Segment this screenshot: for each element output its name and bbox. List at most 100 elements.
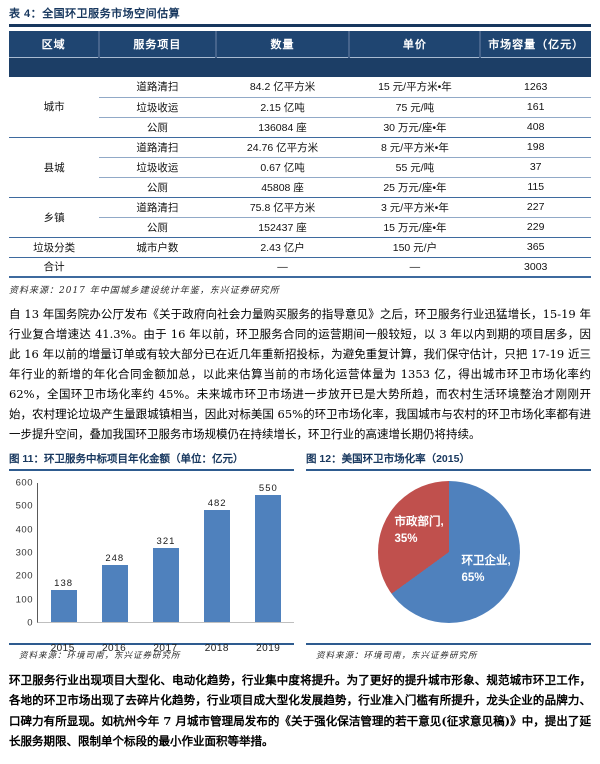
table-cell: 115 (480, 176, 591, 197)
table-row: 城市 道路清扫 84.2 亿平方米 15 元/平方米•年 1263 (9, 77, 591, 114)
bar-chart-inner: 600 500 400 300 200 100 0 138 248 321 482 550 (9, 478, 294, 643)
pie-label-enterprise: 环卫企业, 65% (461, 555, 511, 585)
y-tick-label: 100 (15, 594, 33, 606)
table-cell: 84.2 亿平方米 (249, 81, 316, 94)
col-header-quantity: 数量 (214, 30, 350, 57)
bar (152, 547, 179, 622)
table-cell: 垃圾收运 (99, 156, 216, 177)
col-header-capacity: 市场容量（亿元） (479, 30, 591, 57)
col-header-unit-price: 单价 (348, 30, 481, 57)
bar-y-axis: 600 500 400 300 200 100 0 (11, 478, 37, 629)
table-row: 垃圾收运 0.67 亿吨 55 元/吨 37 (9, 156, 591, 177)
figure-12-bottom-rule (306, 643, 591, 645)
table-cell: 75 元/吨 (349, 96, 481, 117)
bar-value-label: 138 (54, 578, 74, 590)
figure-12: 图 12：美国环卫市场化率（2015） 市政部门, 35% 环卫企业, 65% … (306, 451, 591, 663)
bar (204, 510, 231, 622)
bar-plot-area: 138 248 321 482 550 (37, 483, 294, 623)
table-cell (99, 256, 216, 277)
table-cell: 3 元/平方米•年 (349, 196, 481, 217)
table-cell: 15 元/平方米•年 (378, 81, 452, 94)
x-tick-label: 2015 (50, 643, 75, 654)
table-cell: 公厕 (99, 116, 216, 137)
table-cell: — (349, 256, 481, 277)
header-band-fill (9, 56, 591, 77)
bar-column: 138 (45, 483, 83, 622)
header-band (9, 56, 591, 77)
body-paragraph-2: 环卫服务行业出现项目大型化、电动化趋势，行业集中度将提升。为了更好的提升城市形象… (9, 672, 591, 749)
table-cell: 45808 座 (215, 176, 350, 197)
figure-11-bottom-rule (9, 643, 294, 645)
table-cell: 30 万元/座•年 (349, 116, 481, 137)
table-cell: 0.67 亿吨 (215, 156, 350, 177)
body-paragraph-1: 自 13 年国务院办公厅发布《关于政府向社会力量购买服务的指导意见》之后，环卫服… (9, 307, 591, 441)
col-header-region: 区域 (9, 30, 100, 57)
region-cell: 乡镇 (9, 196, 100, 237)
bar-column: 550 (249, 483, 287, 622)
table-cell: 37 (480, 156, 591, 177)
bar-column: 248 (96, 483, 134, 622)
pie-graphic: 市政部门, 35% 环卫企业, 65% (377, 481, 520, 623)
market-table-body: 城市 道路清扫 84.2 亿平方米 15 元/平方米•年 1263 垃圾收运 2.15 亿吨… (9, 77, 591, 277)
table-cell: 2.43 亿户 (215, 236, 350, 257)
table-cell: 229 (480, 216, 591, 237)
table-row: 垃圾收运 2.15 亿吨 75 元/吨 161 (9, 96, 591, 117)
figure-12-top-rule (306, 469, 591, 471)
table-cell: 408 (480, 116, 591, 137)
bar (255, 495, 282, 622)
y-tick-label: 500 (15, 500, 33, 512)
col-header-service: 服务项目 (98, 30, 216, 57)
figure-12-source: 资料来源：环境司南，东兴证券研究所 (316, 650, 478, 661)
table-cell: 8 元/平方米•年 (349, 136, 481, 157)
table-cell: 公厕 (99, 216, 216, 237)
table-cell: 161 (480, 96, 591, 117)
bar-value-label: 321 (156, 535, 176, 547)
table-header-row: 区域 服务项目 数量 单价 市场容量（亿元） (9, 30, 591, 57)
bar-chart: 600 500 400 300 200 100 0 138 248 321 482 550 2015… (9, 471, 294, 654)
region-cell: 县城 (9, 136, 100, 197)
table-cell: 75.8 亿平方米 (215, 196, 350, 217)
table-source-note: 资料来源：2017 年中国城乡建设统计年鉴，东兴证券研究所 (9, 286, 280, 296)
table-title: 表 4：全国环卫服务市场空间估算 (9, 5, 591, 21)
table-cell: 24.76 亿平方米 (215, 136, 350, 157)
pie-chart: 市政部门, 35% 环卫企业, 65% (306, 471, 591, 643)
table-cell: 227 (480, 196, 591, 217)
table-row: 公厕 152437 座 15 万元/座•年 229 (9, 216, 591, 237)
bar (101, 564, 128, 622)
y-tick-label: 300 (15, 547, 33, 559)
table-cell: 152437 座 (215, 216, 350, 237)
table-tag: 表 4： (9, 8, 43, 20)
table-cell: 136084 座 (215, 116, 350, 137)
y-tick-label: 0 (27, 617, 33, 629)
table-cell: 城市户数 (99, 236, 216, 257)
y-tick-label: 600 (15, 477, 33, 489)
table-cell: 15 万元/座•年 (349, 216, 481, 237)
bar-x-axis: 2015 2016 2017 2018 2019 (35, 643, 294, 654)
table-cell: 道路清扫 (99, 196, 216, 217)
figure-12-title: 图 12：美国环卫市场化率（2015） (306, 453, 470, 465)
table-row: 合计 — —3003 (9, 256, 591, 277)
y-tick-label: 200 (15, 570, 33, 582)
region-cell: 垃圾分类 (9, 236, 100, 257)
bar-value-label: 248 (105, 552, 125, 564)
table-cell: 365 (480, 236, 591, 257)
table-cell: 3003 (480, 256, 591, 277)
table-cell: 150 元/户 (349, 236, 481, 257)
market-capacity-table: 区域 服务项目 数量 单价 市场容量（亿元） 城市 道路清扫 84.2 亿平方米 15… (9, 30, 591, 278)
x-tick-label: 2018 (204, 643, 229, 654)
bar-value-label: 550 (258, 483, 278, 494)
region-cell: 城市 (43, 101, 65, 114)
table-cell: 道路清扫 (99, 136, 216, 157)
table-cell: 道路清扫 (136, 81, 179, 94)
table-row: 垃圾分类 城市户数 2.43 亿户 150 元/户 365 (9, 236, 591, 257)
table-cell: 垃圾收运 (99, 96, 216, 117)
table-cell: 1263 (524, 80, 548, 93)
table-cell: 25 万元/座•年 (349, 176, 481, 197)
table-cell: 55 元/吨 (349, 156, 481, 177)
bar-column: 482 (198, 483, 236, 622)
x-tick-label: 2017 (153, 643, 178, 654)
table-cell: — (215, 256, 350, 277)
table-title-text: 全国环卫服务市场空间估算 (42, 8, 181, 20)
table-cell: 2.15 亿吨 (215, 96, 350, 117)
